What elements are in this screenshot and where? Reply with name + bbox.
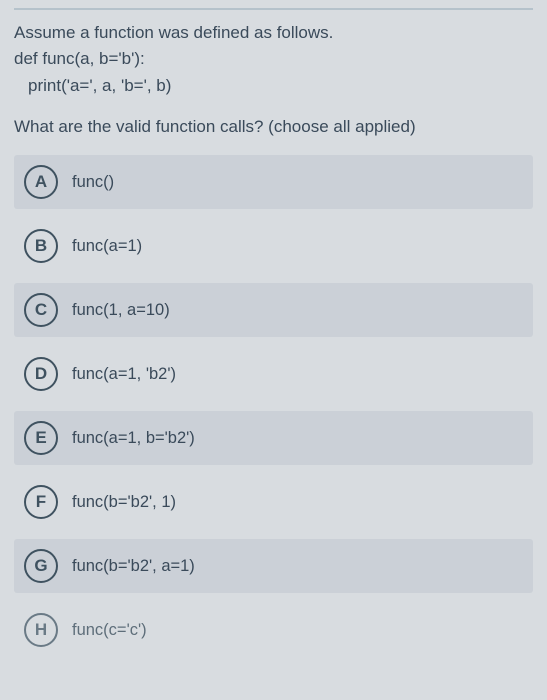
option-text-d: func(a=1, 'b2') [72,365,176,384]
option-b[interactable]: B func(a=1) [14,219,533,273]
option-letter-a: A [24,165,58,199]
option-text-c: func(1, a=10) [72,301,170,320]
option-letter-h: H [24,613,58,647]
option-a[interactable]: A func() [14,155,533,209]
option-text-h: func(c='c') [72,621,147,640]
option-text-f: func(b='b2', 1) [72,493,176,512]
option-h[interactable]: H func(c='c') [14,603,533,657]
option-e[interactable]: E func(a=1, b='b2') [14,411,533,465]
option-f[interactable]: F func(b='b2', 1) [14,475,533,529]
option-letter-b: B [24,229,58,263]
option-g[interactable]: G func(b='b2', a=1) [14,539,533,593]
top-rule [14,8,533,10]
option-text-g: func(b='b2', a=1) [72,557,195,576]
options-list: A func() B func(a=1) C func(1, a=10) D f… [14,155,533,657]
option-d[interactable]: D func(a=1, 'b2') [14,347,533,401]
prompt-line-1: Assume a function was defined as follows… [14,20,533,46]
option-text-a: func() [72,173,114,192]
option-letter-f: F [24,485,58,519]
option-letter-c: C [24,293,58,327]
option-text-e: func(a=1, b='b2') [72,429,195,448]
prompt-code-def: def func(a, b='b'): [14,46,533,72]
option-text-b: func(a=1) [72,237,142,256]
prompt-code-body: print('a=', a, 'b=', b) [14,73,533,99]
option-letter-d: D [24,357,58,391]
option-letter-e: E [24,421,58,455]
question-prompt: Assume a function was defined as follows… [14,20,533,99]
option-c[interactable]: C func(1, a=10) [14,283,533,337]
option-letter-g: G [24,549,58,583]
question-text: What are the valid function calls? (choo… [14,117,533,137]
